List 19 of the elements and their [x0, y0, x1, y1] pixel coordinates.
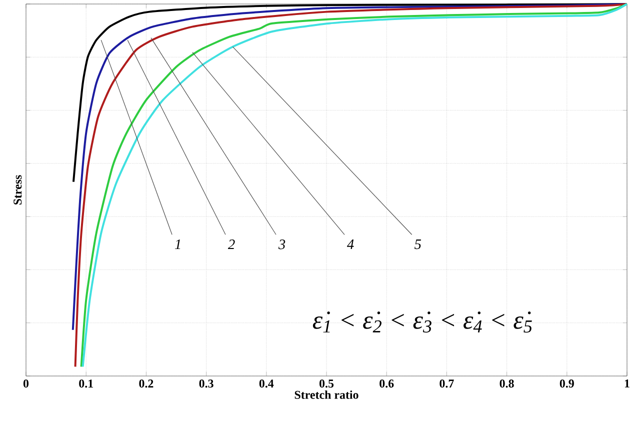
annotation: 4	[346, 240, 354, 249]
y-axis-title: Stress	[14, 175, 22, 205]
x-tick-label: 0.4	[259, 380, 274, 388]
annotation: 3	[278, 240, 286, 250]
annotation: 2	[228, 240, 235, 250]
x-tick-label: 0.5	[319, 380, 334, 388]
annotation: 5	[414, 240, 422, 250]
x-tick-label: 0.9	[560, 380, 574, 388]
x-tick-label: 0	[23, 380, 29, 388]
x-tick-label: 0.3	[199, 380, 214, 388]
x-tick-label: 0.1	[79, 380, 93, 388]
x-tick-label: 0.2	[139, 380, 154, 388]
x-tick-label: 0.7	[440, 380, 454, 388]
annotation: 1	[174, 240, 180, 250]
x-tick-label: 0.6	[380, 380, 394, 388]
x-tick-label: 1	[624, 380, 630, 388]
x-tick-label: 0.8	[500, 380, 514, 388]
x-axis-title: Stretch ratio	[294, 390, 358, 399]
text: ε̇$_{1}$ < ε̇$_{2}$ < ε̇$_{3}$ < ε̇$_{4}$ < ε̇$_{5}$	[312, 312, 532, 333]
